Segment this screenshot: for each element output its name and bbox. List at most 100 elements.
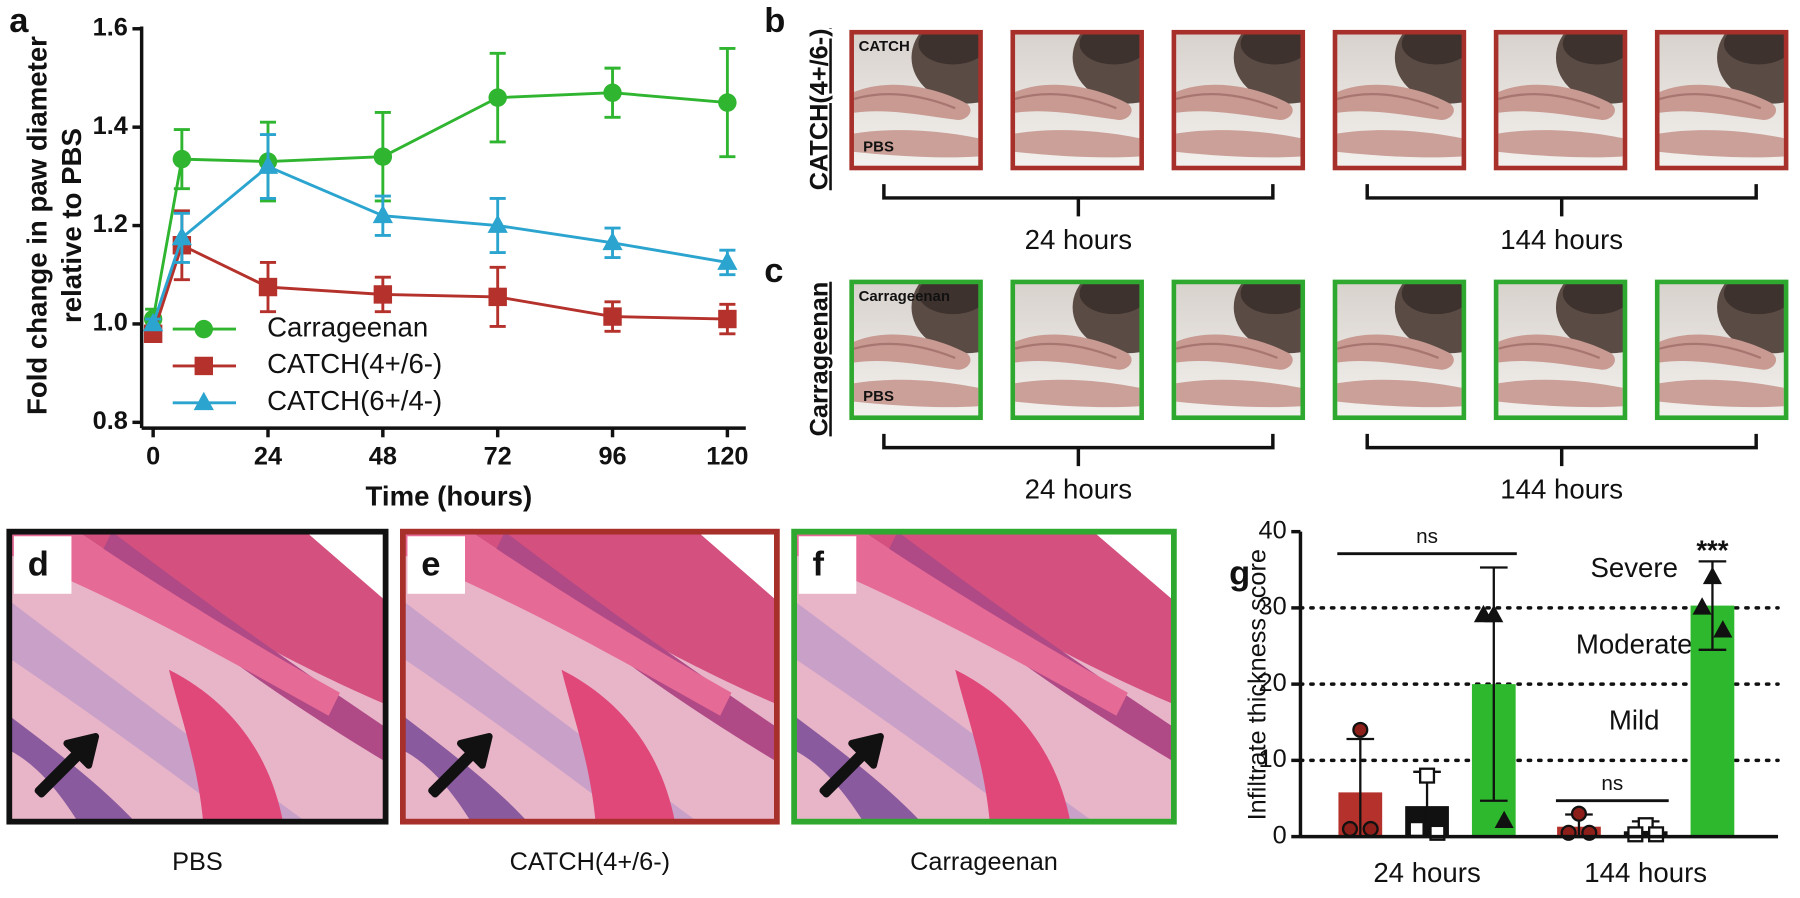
y-tick-label: 0 — [1273, 821, 1287, 849]
x-axis-label: Time (hours) — [366, 481, 533, 512]
zone-label: Severe — [1590, 552, 1677, 583]
legend-marker — [194, 356, 213, 376]
data-point — [602, 231, 623, 251]
group-bracket — [882, 184, 1275, 217]
panel-letter: a — [9, 2, 29, 40]
y-tick-label: 10 — [1259, 745, 1287, 773]
histology-caption: PBS — [172, 848, 223, 876]
histology-caption: CATCH(4+/6-) — [510, 848, 670, 876]
data-point — [1473, 604, 1493, 623]
legend-label: CATCH(6+/4-) — [267, 385, 442, 416]
row-label: CATCH(4+/6-) — [805, 28, 833, 190]
group-label: 24 hours — [1025, 474, 1132, 505]
series-line — [151, 164, 728, 325]
photo-frame — [1493, 29, 1628, 171]
group-label: 144 hours — [1500, 224, 1623, 255]
data-point — [373, 147, 393, 166]
photo — [1173, 281, 1303, 418]
panel-letter: c — [764, 252, 783, 290]
x-tick-label: 0 — [146, 443, 160, 471]
group-bracket — [882, 433, 1275, 467]
histology-frame — [791, 528, 1177, 825]
group-label: 24 hours — [1025, 224, 1132, 255]
x-tick-label: 96 — [598, 443, 626, 471]
legend-label: Carrageenan — [267, 311, 428, 342]
y-axis-label: Infiltrate thickness score — [1244, 549, 1272, 820]
photo — [1012, 32, 1142, 169]
group-bracket — [1365, 433, 1758, 467]
arrow — [428, 733, 493, 798]
photo-tag: PBS — [863, 388, 894, 405]
data-point — [1408, 820, 1425, 838]
zone-label: Moderate — [1576, 628, 1693, 659]
photo-tag: Carrageenan — [859, 288, 950, 305]
photo-frame — [1654, 279, 1789, 421]
panel-letter: e — [421, 545, 440, 583]
x-tick-label: 24 — [254, 443, 282, 471]
data-point — [1494, 810, 1514, 829]
y-tick-label: 1.0 — [93, 309, 128, 337]
x-tick-label: 120 — [706, 443, 748, 471]
letter-box — [407, 536, 466, 594]
data-point — [1627, 826, 1644, 843]
data-point — [1362, 820, 1379, 838]
data-point — [1570, 805, 1588, 822]
data-point — [1352, 721, 1369, 738]
arrow — [819, 733, 884, 798]
photo-frame — [1171, 279, 1306, 421]
photo-frame — [1493, 279, 1628, 421]
data-point — [718, 93, 737, 112]
data-point — [171, 226, 192, 246]
data-point — [373, 285, 393, 304]
comparison-label: ns — [1601, 772, 1623, 795]
y-axis-label: relative to PBS — [56, 128, 87, 323]
data-point — [1702, 566, 1722, 585]
photo — [1657, 281, 1787, 418]
series-line — [151, 243, 728, 335]
legend-marker — [193, 391, 214, 411]
data-point — [1692, 597, 1712, 615]
data-point — [1713, 620, 1733, 638]
photo — [1496, 32, 1625, 169]
photo-tag: PBS — [863, 138, 894, 155]
group-bracket — [1365, 184, 1758, 217]
panel-letter: b — [764, 2, 785, 40]
photo-frame — [1010, 29, 1144, 171]
data-point — [488, 287, 507, 307]
y-tick-label: 1.6 — [93, 13, 128, 41]
y-tick-label: 40 — [1259, 516, 1287, 544]
data-point — [257, 155, 279, 174]
zone-label: Mild — [1609, 705, 1660, 736]
histology-frame — [399, 528, 780, 825]
x-tick-label: 24 hours — [1373, 857, 1480, 888]
photo-frame — [1654, 29, 1789, 171]
histology-caption: Carrageenan — [910, 848, 1058, 876]
y-axis-label: Fold change in paw diameter — [22, 36, 53, 415]
x-tick-label: 72 — [484, 443, 512, 471]
data-point — [372, 204, 393, 224]
data-point — [1648, 826, 1665, 843]
data-point — [258, 277, 278, 297]
data-point — [143, 312, 164, 332]
photo — [1334, 281, 1464, 418]
legend-label: CATCH(4+/6-) — [267, 348, 442, 379]
photo-frame — [1332, 279, 1467, 421]
y-tick-label: 0.8 — [93, 407, 128, 435]
comparison-label: *** — [1696, 534, 1728, 565]
y-tick-label: 1.2 — [93, 210, 128, 238]
photo — [1657, 32, 1787, 169]
data-point — [1341, 820, 1359, 838]
histology-frame — [6, 528, 389, 825]
comparison-label: ns — [1416, 525, 1438, 548]
photo-frame — [1332, 29, 1467, 171]
panel-letter: d — [28, 545, 49, 583]
data-point — [603, 307, 622, 326]
data-point — [718, 309, 737, 329]
panel-letter: f — [813, 545, 825, 583]
x-tick-label: 48 — [369, 443, 397, 471]
x-tick-label: 144 hours — [1584, 857, 1707, 888]
panel-letter: g — [1229, 555, 1250, 593]
photo — [1496, 281, 1625, 418]
